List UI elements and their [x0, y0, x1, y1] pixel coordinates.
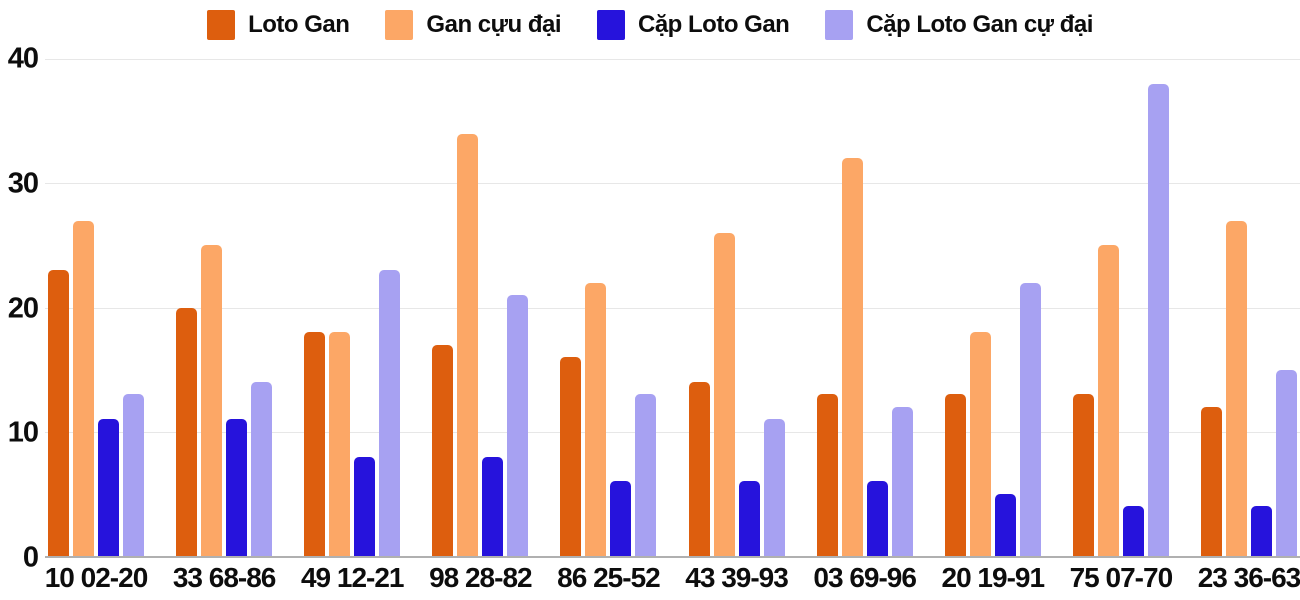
x-tick-label-text: 33 68-86: [172, 562, 277, 593]
bar-cap-loto-gan[interactable]: [610, 481, 632, 556]
bar-cap-loto-gan-cu-ai[interactable]: [635, 394, 657, 556]
legend-swatch-icon: [385, 10, 414, 40]
bar-group-75-07-70: [1072, 59, 1169, 556]
bar-group-86-25-52: [560, 59, 657, 556]
legend-item-cap-loto-gan-cu-ai[interactable]: Cặp Loto Gan cự đại: [825, 10, 1093, 40]
x-tick-label-text: 98 28-82: [429, 562, 533, 593]
bar-gan-cuu-ai[interactable]: [457, 133, 479, 556]
x-tick-label: 23 36-63: [1197, 562, 1300, 594]
bar-group-98-28-82: [432, 59, 529, 556]
chart-legend: Loto Gan Gan cựu đại Cặp Loto Gan Cặp Loto …: [0, 10, 1300, 40]
bar-cap-loto-gan-cu-ai[interactable]: [1275, 369, 1297, 556]
plot-area: 10 02-20 33 68-86 49 12-21 98 28-82 86 25-52…: [45, 59, 1300, 593]
bar-cap-loto-gan[interactable]: [1122, 506, 1144, 556]
bar-gan-cuu-ai[interactable]: [713, 232, 735, 556]
bar-cap-loto-gan[interactable]: [354, 456, 376, 556]
legend-label: Gan cựu đại: [426, 11, 561, 38]
x-tick-label-text: 86 25-52: [557, 562, 661, 593]
bar-gan-cuu-ai[interactable]: [1097, 245, 1119, 556]
x-axis-labels: 10 02-20 33 68-86 49 12-21 98 28-82 86 25-52…: [45, 562, 1300, 594]
legend-swatch-icon: [825, 10, 854, 40]
bar-gan-cuu-ai[interactable]: [73, 220, 94, 556]
bar-group-49-12-21: [304, 59, 401, 556]
legend-label: Loto Gan: [248, 11, 350, 38]
bar-cap-loto-gan-cu-ai[interactable]: [123, 394, 144, 556]
gridline: [45, 431, 1300, 433]
y-tick-label: 40: [7, 42, 39, 75]
bar-group-10-02-20: [48, 59, 144, 556]
y-tick-label: 10: [7, 416, 39, 449]
bar-loto-gan[interactable]: [432, 344, 454, 556]
bar-gan-cuu-ai[interactable]: [841, 158, 863, 556]
bar-cap-loto-gan[interactable]: [1250, 506, 1272, 556]
bar-loto-gan[interactable]: [560, 357, 582, 556]
bar-loto-gan[interactable]: [1072, 394, 1094, 556]
legend-item-gan-cuu-ai[interactable]: Gan cựu đại: [385, 10, 561, 40]
legend-item-cap-loto-gan[interactable]: Cặp Loto Gan: [597, 10, 790, 40]
bar-cap-loto-gan-cu-ai[interactable]: [507, 295, 529, 556]
bar-loto-gan[interactable]: [816, 394, 838, 556]
legend-label: Cặp Loto Gan: [638, 11, 790, 38]
bar-group-23-36-63: [1200, 59, 1297, 556]
x-tick-label: 43 39-93: [685, 562, 789, 594]
x-tick-label-text: 23 36-63: [1197, 562, 1300, 593]
bar-loto-gan[interactable]: [48, 270, 69, 556]
bar-loto-gan[interactable]: [304, 332, 326, 556]
bar-gan-cuu-ai[interactable]: [201, 245, 223, 556]
bar-groups: [45, 59, 1300, 556]
bar-group-03-69-96: [816, 59, 913, 556]
x-tick-label-text: 43 39-93: [685, 562, 789, 593]
x-tick-label: 03 69-96: [813, 562, 917, 594]
x-tick-label: 20 19-91: [942, 562, 1046, 594]
bar-gan-cuu-ai[interactable]: [1225, 220, 1247, 556]
y-tick-label: 0: [22, 541, 39, 574]
x-tick-label-text: 10 02-20: [44, 562, 149, 593]
legend-swatch-icon: [597, 10, 625, 40]
y-tick-label: 30: [7, 167, 39, 200]
bar-loto-gan[interactable]: [944, 394, 966, 556]
bar-loto-gan[interactable]: [176, 307, 198, 556]
bar-cap-loto-gan-cu-ai[interactable]: [891, 406, 913, 556]
bar-cap-loto-gan[interactable]: [226, 419, 248, 556]
x-tick-label: 49 12-21: [301, 562, 405, 594]
x-tick-label: 75 07-70: [1070, 562, 1174, 594]
x-tick-label: 33 68-86: [173, 562, 277, 594]
bar-cap-loto-gan-cu-ai[interactable]: [251, 382, 273, 556]
x-tick-label-text: 49 12-21: [300, 562, 405, 593]
x-tick-label: 10 02-20: [45, 562, 149, 594]
bar-group-33-68-86: [176, 59, 273, 556]
bar-gan-cuu-ai[interactable]: [585, 282, 607, 556]
bar-cap-loto-gan[interactable]: [866, 481, 888, 556]
bar-gan-cuu-ai[interactable]: [329, 332, 351, 556]
gridline: [45, 59, 1300, 60]
bar-gan-cuu-ai[interactable]: [969, 332, 991, 556]
x-tick-label: 98 28-82: [429, 562, 533, 594]
gridline: [45, 183, 1300, 185]
bar-loto-gan[interactable]: [1200, 406, 1222, 556]
x-tick-label: 86 25-52: [557, 562, 661, 594]
bar-cap-loto-gan[interactable]: [994, 493, 1016, 556]
bar-loto-gan[interactable]: [688, 382, 710, 556]
bar-cap-loto-gan-cu-ai[interactable]: [1019, 282, 1041, 556]
bar-group-43-39-93: [688, 59, 785, 556]
x-tick-label-text: 03 69-96: [813, 562, 917, 593]
gridline: [45, 307, 1300, 309]
bar-cap-loto-gan[interactable]: [98, 419, 119, 556]
x-tick-label-text: 75 07-70: [1069, 562, 1174, 593]
bar-cap-loto-gan-cu-ai[interactable]: [379, 270, 401, 556]
legend-swatch-icon: [207, 10, 236, 40]
bar-cap-loto-gan-cu-ai[interactable]: [763, 419, 785, 556]
bar-cap-loto-gan[interactable]: [738, 481, 760, 556]
legend-item-loto-gan[interactable]: Loto Gan: [207, 10, 350, 40]
bar-group-20-19-91: [944, 59, 1041, 556]
y-tick-label: 20: [7, 292, 39, 324]
chart-area: 0 10 20 30 40 10 02-20 33 68-86 49 12-21 98 28-…: [0, 44, 1300, 593]
bar-cap-loto-gan-cu-ai[interactable]: [1147, 83, 1169, 556]
bar-cap-loto-gan[interactable]: [482, 456, 504, 556]
x-tick-label-text: 20 19-91: [941, 562, 1046, 593]
legend-label: Cặp Loto Gan cự đại: [866, 11, 1093, 38]
